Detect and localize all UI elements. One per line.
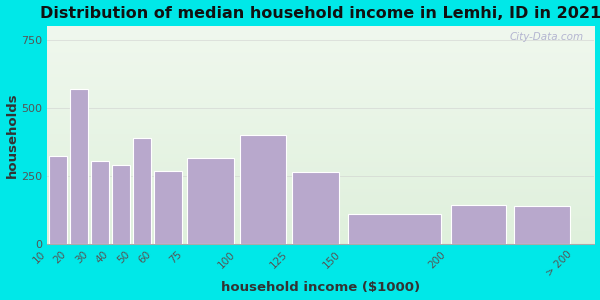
Bar bbox=[514, 206, 569, 244]
Bar bbox=[70, 89, 88, 244]
Bar bbox=[240, 135, 286, 244]
X-axis label: household income ($1000): household income ($1000) bbox=[221, 281, 421, 294]
Bar bbox=[451, 205, 506, 244]
Bar bbox=[154, 171, 182, 244]
Bar bbox=[348, 214, 441, 244]
Bar bbox=[112, 165, 130, 244]
Bar bbox=[292, 172, 339, 244]
Title: Distribution of median household income in Lemhi, ID in 2021: Distribution of median household income … bbox=[40, 6, 600, 21]
Bar bbox=[49, 156, 67, 244]
Bar bbox=[187, 158, 233, 244]
Bar bbox=[133, 138, 151, 244]
Y-axis label: households: households bbox=[5, 92, 19, 178]
Bar bbox=[91, 161, 109, 244]
Text: City-Data.com: City-Data.com bbox=[509, 32, 584, 42]
